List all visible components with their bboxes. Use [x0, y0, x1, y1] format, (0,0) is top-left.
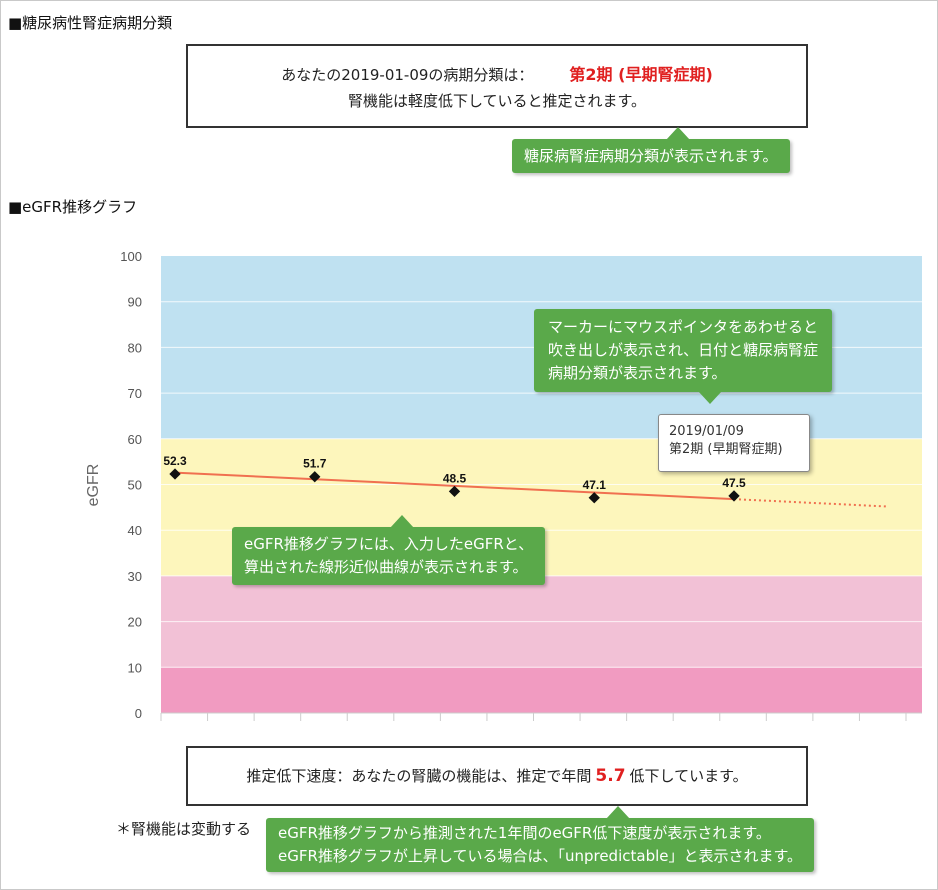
chart-point-marker — [309, 471, 321, 483]
chart-y-tick-label: 70 — [128, 386, 142, 401]
callout-stage: 糖尿病腎症病期分類が表示されます。 — [512, 127, 790, 173]
callout-tooltip-line: 吹き出しが表示され、日付と糖尿病腎症 — [548, 341, 819, 359]
callout-graph-line: 算出された線形近似曲線が表示されます。 — [244, 558, 528, 576]
chart-point-marker — [588, 492, 600, 504]
stage-result-detail: 腎機能は軽度低下していると推定されます。 — [347, 92, 647, 110]
callout-tooltip-line: 病期分類が表示されます。 — [548, 364, 727, 382]
stage-result-line: あなたの2019-01-09の病期分類は： 第2期 (早期腎症期) — [188, 61, 806, 85]
chart-band-3 — [161, 667, 922, 713]
note-text: ＊腎機能は変動する — [116, 820, 252, 838]
chart-point-label: 47.1 — [583, 478, 607, 492]
chart-x-axis — [160, 712, 922, 721]
decline-speed-suffix: 低下しています。 — [629, 767, 748, 785]
chart-y-tick-label: 60 — [128, 432, 142, 447]
chart-y-label: eGFR — [85, 464, 102, 507]
marker-tooltip: 2019/01/09 第2期 (早期腎症期) — [658, 414, 810, 472]
chart-y-tick-label: 90 — [128, 295, 142, 310]
callout-tooltip-info: マーカーにマウスポインタをあわせると 吹き出しが表示され、日付と糖尿病腎症 病期… — [534, 309, 833, 404]
chart-y-tick-label: 0 — [135, 706, 142, 721]
chart-point-marker — [169, 468, 181, 480]
callout-tooltip-line: マーカーにマウスポインタをあわせると — [548, 318, 819, 336]
chart-y-tick-label: 80 — [128, 340, 142, 355]
callout-arrow-icon — [698, 391, 722, 404]
stage-value: 第2期 (早期腎症期) — [569, 65, 713, 84]
decline-speed-prefix: 推定低下速度：あなたの腎臓の機能は、推定で年間 — [246, 767, 592, 785]
chart-y-tick-label: 100 — [120, 249, 142, 264]
section-title-graph: ■eGFR推移グラフ — [8, 198, 138, 216]
stage-result-box: あなたの2019-01-09の病期分類は： 第2期 (早期腎症期) 腎機能は軽度低… — [186, 44, 808, 128]
section-title-stage: ■糖尿病性腎症病期分類 — [8, 14, 173, 32]
stage-result-prefix: あなたの2019-01-09の病期分類は： — [281, 66, 534, 84]
callout-stage-text: 糖尿病腎症病期分類が表示されます。 — [524, 147, 778, 165]
chart-points: 52.3 51.7 48.5 47.1 47.5 — [163, 454, 746, 504]
chart-y-tick-label: 50 — [128, 478, 142, 493]
decline-speed-value: 5.7 — [595, 766, 626, 786]
callout-arrow-icon — [666, 127, 690, 140]
chart-y-ticks: 0 10 20 30 40 50 60 70 80 90 100 — [120, 249, 142, 721]
callout-arrow-icon — [390, 515, 414, 528]
chart-y-tick-label: 40 — [128, 523, 142, 538]
callout-graph-info: eGFR推移グラフには、入力したeGFRと、 算出された線形近似曲線が表示されま… — [232, 515, 546, 585]
chart-y-tick-label: 20 — [128, 615, 142, 630]
callout-graph-line: eGFR推移グラフには、入力したeGFRと、 — [244, 535, 534, 553]
chart-trend-forecast — [733, 498, 887, 508]
callout-speed-line: eGFR推移グラフから推測された1年間のeGFR低下速度が表示されます。 — [278, 824, 771, 842]
decline-speed-text: 推定低下速度：あなたの腎臓の機能は、推定で年間 5.7 低下しています。 — [188, 765, 806, 786]
decline-speed-box: 推定低下速度：あなたの腎臓の機能は、推定で年間 5.7 低下しています。 — [186, 746, 808, 806]
chart-y-tick-label: 10 — [128, 660, 142, 675]
chart-point-label: 47.5 — [722, 476, 746, 490]
chart-y-tick-label: 30 — [128, 569, 142, 584]
chart-point-marker — [448, 485, 461, 498]
callout-speed-line: eGFR推移グラフが上昇している場合は、「unpredictable」と表示され… — [278, 847, 802, 865]
chart-point-marker — [728, 490, 740, 502]
tooltip-date: 2019/01/09 — [669, 424, 744, 439]
callout-speed-info: eGFR推移グラフから推測された1年間のeGFR低下速度が表示されます。 eGF… — [266, 806, 814, 872]
chart-point-label: 52.3 — [163, 454, 187, 468]
tooltip-stage: 第2期 (早期腎症期) — [669, 442, 783, 457]
chart-point-label: 48.5 — [443, 471, 467, 485]
callout-arrow-icon — [606, 806, 630, 819]
chart-point-label: 51.7 — [303, 457, 327, 471]
